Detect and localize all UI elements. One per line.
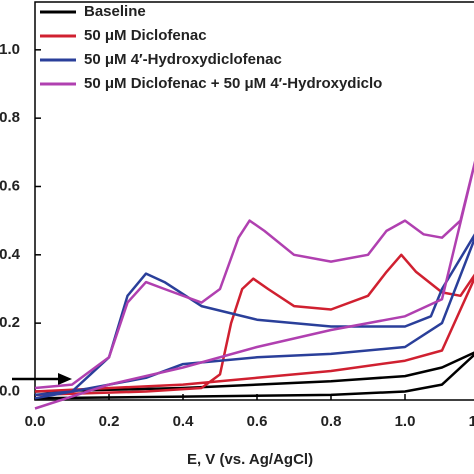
x-tick-label: 1.0 <box>395 413 416 430</box>
y-tick-label: 1.0 <box>0 41 20 58</box>
legend-label: 50 μM Diclofenac + 50 μM 4′-Hydroxydiclo <box>84 75 382 92</box>
y-tick-label: 0.2 <box>0 314 20 331</box>
y-tick-label: 0.4 <box>0 246 21 263</box>
x-tick-label: 1.2 <box>469 413 474 430</box>
x-tick-label: 0.4 <box>173 413 195 430</box>
cv-curve <box>34 160 474 410</box>
cv-curve <box>34 253 474 397</box>
y-tick-label: 0.6 <box>0 177 20 194</box>
legend-label: 50 μM 4′-Hydroxydiclofenac <box>84 51 282 68</box>
y-tick-label: 0.8 <box>0 109 20 126</box>
x-tick-label: 0.6 <box>247 413 268 430</box>
x-axis-label: E, V (vs. Ag/AgCl) <box>187 451 313 468</box>
legend-label: 50 μM Diclofenac <box>84 27 207 44</box>
legend-label: Baseline <box>84 3 146 20</box>
x-tick-label: 0.0 <box>25 413 46 430</box>
x-tick-label: 0.2 <box>99 413 120 430</box>
y-tick-label: 0.0 <box>0 382 20 399</box>
cv-curve <box>34 233 474 400</box>
scan-arrow <box>12 373 72 385</box>
x-tick-label: 0.8 <box>321 413 342 430</box>
